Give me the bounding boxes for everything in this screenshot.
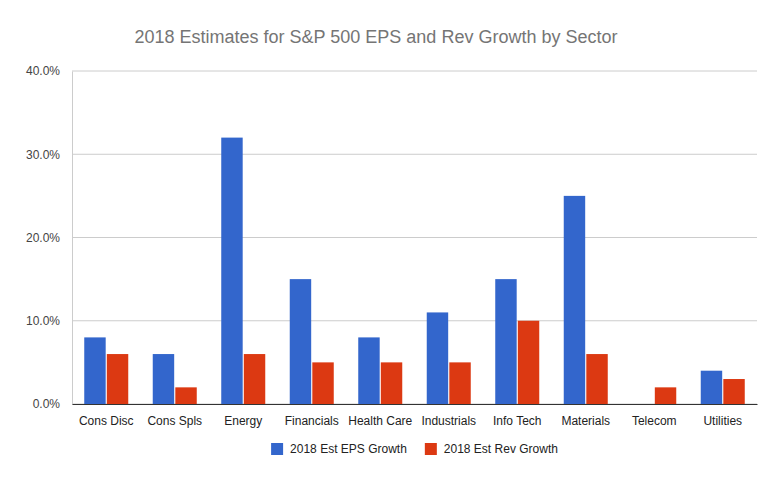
x-tick: Financials bbox=[285, 404, 339, 428]
x-tick-label: Materials bbox=[561, 414, 610, 428]
x-tick-label: Cons Disc bbox=[79, 414, 134, 428]
bar bbox=[107, 354, 128, 404]
legend-label: 2018 Est Rev Growth bbox=[444, 442, 558, 456]
bar bbox=[427, 312, 448, 404]
bar bbox=[495, 279, 516, 404]
bar bbox=[518, 321, 539, 404]
y-tick-label: 0.0% bbox=[33, 397, 61, 411]
grid-line bbox=[72, 71, 757, 72]
bar bbox=[701, 371, 722, 404]
y-tick-label: 30.0% bbox=[26, 148, 60, 162]
y-tick: 10.0% bbox=[26, 314, 72, 328]
x-tick-label: Health Care bbox=[348, 414, 412, 428]
bar bbox=[312, 362, 333, 404]
bar bbox=[564, 196, 585, 404]
legend-swatch bbox=[271, 443, 283, 455]
grid-line bbox=[72, 237, 757, 238]
x-tick: Info Tech bbox=[493, 404, 541, 428]
x-tick-label: Utilities bbox=[703, 414, 742, 428]
bar-series bbox=[107, 321, 745, 404]
bar bbox=[723, 379, 744, 404]
y-tick: 20.0% bbox=[26, 231, 72, 245]
x-tick: Cons Spls bbox=[147, 404, 202, 428]
x-axis-line bbox=[73, 404, 758, 405]
y-tick: 0.0% bbox=[33, 397, 72, 411]
x-tick: Energy bbox=[224, 404, 262, 428]
x-tick: Utilities bbox=[703, 404, 742, 428]
y-tick-label: 20.0% bbox=[26, 231, 60, 245]
grid-line bbox=[72, 404, 757, 405]
bar bbox=[449, 362, 470, 404]
x-tick: Cons Disc bbox=[79, 404, 134, 428]
x-tick: Health Care bbox=[348, 404, 412, 428]
bar bbox=[586, 354, 607, 404]
x-tick-label: Energy bbox=[224, 414, 262, 428]
legend-item: 2018 Est EPS Growth bbox=[271, 442, 407, 456]
grid-line bbox=[72, 320, 757, 321]
bars bbox=[84, 138, 745, 404]
bar bbox=[153, 354, 174, 404]
bar bbox=[290, 279, 311, 404]
bar bbox=[358, 337, 379, 404]
y-tick-label: 10.0% bbox=[26, 314, 60, 328]
bar bbox=[632, 404, 653, 405]
y-axis-line bbox=[72, 72, 73, 405]
bar-series bbox=[84, 138, 722, 404]
legend-item: 2018 Est Rev Growth bbox=[425, 442, 558, 456]
bar bbox=[655, 387, 676, 404]
grid bbox=[72, 71, 757, 404]
bar bbox=[175, 387, 196, 404]
x-axis: Cons Disc Cons Spls Energy Financials Health… bbox=[73, 404, 758, 428]
legend-swatch bbox=[425, 443, 437, 455]
x-tick-label: Info Tech bbox=[493, 414, 541, 428]
x-tick-label: Cons Spls bbox=[147, 414, 202, 428]
x-tick-label: Financials bbox=[285, 414, 339, 428]
y-axis: 0.0% 10.0% 20.0% 30.0% 40.0% bbox=[26, 64, 73, 411]
bar bbox=[221, 138, 242, 404]
chart: 2018 Estimates for S&P 500 EPS and Rev G… bbox=[0, 0, 778, 481]
bar bbox=[84, 337, 105, 404]
legend: 2018 Est EPS Growth 2018 Est Rev Growth bbox=[271, 442, 558, 456]
x-tick: Industrials bbox=[421, 404, 476, 428]
chart-title: 2018 Estimates for S&P 500 EPS and Rev G… bbox=[135, 27, 618, 47]
x-tick: Telecom bbox=[632, 404, 677, 428]
y-tick-label: 40.0% bbox=[26, 64, 60, 78]
x-tick-label: Industrials bbox=[421, 414, 476, 428]
x-tick-label: Telecom bbox=[632, 414, 677, 428]
y-tick: 40.0% bbox=[26, 64, 72, 78]
bar bbox=[244, 354, 265, 404]
x-tick: Materials bbox=[561, 404, 610, 428]
legend-label: 2018 Est EPS Growth bbox=[290, 442, 407, 456]
y-tick: 30.0% bbox=[26, 148, 72, 162]
bar bbox=[381, 362, 402, 404]
grid-line bbox=[72, 154, 757, 155]
